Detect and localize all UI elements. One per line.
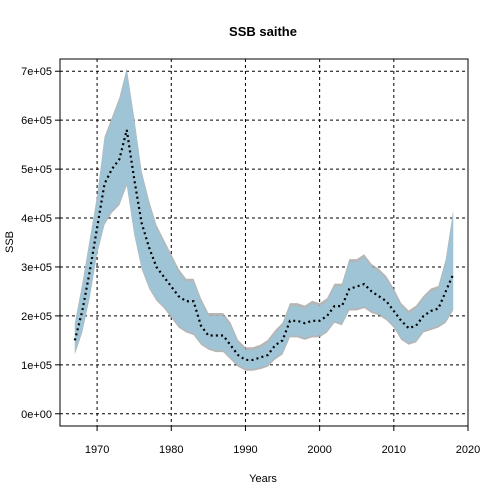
x-tick-label: 1990: [233, 444, 257, 456]
x-axis-label: Years: [249, 473, 277, 485]
y-tick-label: 2e+05: [21, 311, 52, 323]
confidence-band: [74, 71, 454, 369]
y-tick-label: 0e+00: [21, 409, 52, 421]
y-tick-label: 1e+05: [21, 360, 52, 372]
y-tick-label: 6e+05: [21, 115, 52, 127]
y-tick-label: 4e+05: [21, 213, 52, 225]
y-tick-label: 5e+05: [21, 164, 52, 176]
y-axis-label: SSB: [4, 231, 16, 253]
x-axis: 1970 1980 1990 2000 2010 2020: [85, 426, 480, 456]
y-axis: 0e+00 1e+05 2e+05 3e+05 4e+05 5e+05 6e+05 7e+05: [21, 66, 60, 421]
x-tick-label: 1980: [159, 444, 183, 456]
x-tick-label: 2010: [382, 444, 406, 456]
x-tick-label: 2020: [456, 444, 480, 456]
y-tick-label: 3e+05: [21, 262, 52, 274]
x-tick-label: 1970: [85, 444, 109, 456]
y-tick-label: 7e+05: [21, 66, 52, 78]
chart-title: SSB saithe: [229, 24, 297, 39]
uncertainty-band: [74, 68, 454, 371]
plot-frame: [59, 58, 469, 427]
x-tick-label: 2000: [307, 444, 331, 456]
